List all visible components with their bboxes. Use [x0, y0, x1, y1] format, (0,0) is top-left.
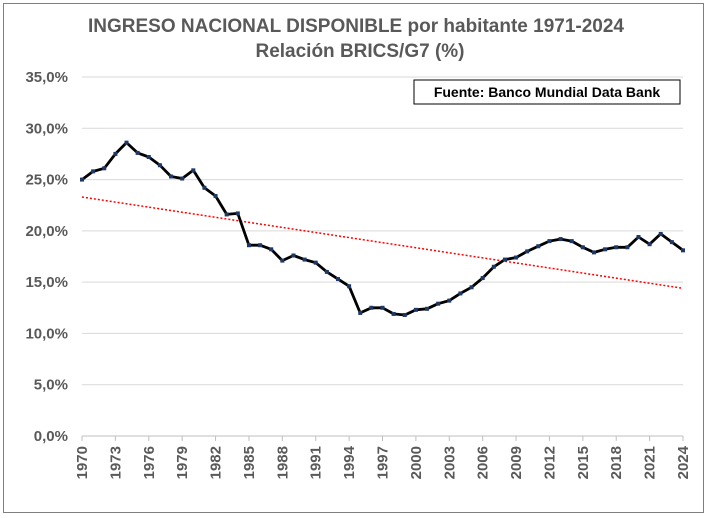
data-point [458, 291, 463, 296]
x-tick-label: 1997 [375, 446, 392, 479]
x-tick-label: 1982 [208, 446, 225, 479]
data-point [347, 284, 352, 289]
data-point [146, 155, 151, 160]
data-point [547, 239, 552, 244]
data-point [324, 269, 329, 274]
x-tick-label: 1994 [341, 445, 358, 479]
x-tick-label: 2012 [541, 446, 558, 479]
data-point [213, 193, 218, 198]
x-tick-label: 2000 [408, 446, 425, 479]
chart-svg: INGRESO NACIONAL DISPONIBLE por habitant… [25, 16, 692, 479]
y-tick-label: 20,0% [25, 223, 68, 240]
data-point [258, 243, 263, 248]
x-tick-label: 2021 [642, 446, 659, 479]
data-point [124, 140, 129, 145]
data-point [280, 258, 285, 263]
data-point [536, 244, 541, 249]
x-tick-label: 1973 [107, 446, 124, 479]
y-tick-label: 0,0% [34, 428, 68, 445]
data-point [269, 247, 274, 252]
source-note-border [413, 79, 681, 105]
x-tick-label: 1976 [141, 446, 158, 479]
series-line [81, 141, 684, 317]
data-point [502, 257, 507, 262]
data-point [113, 151, 118, 156]
data-point [647, 242, 652, 247]
x-tick-label: 2003 [441, 446, 458, 479]
data-point [246, 243, 251, 248]
x-tick-label: 1988 [274, 446, 291, 479]
data-point [380, 305, 385, 310]
gridlines [82, 76, 683, 437]
data-point [669, 240, 674, 245]
data-point [681, 248, 685, 253]
data-point [569, 239, 574, 244]
data-point [625, 245, 630, 250]
trendline [81, 196, 684, 290]
data-point [313, 260, 318, 265]
data-point [591, 250, 596, 255]
y-tick-label: 25,0% [25, 172, 68, 189]
x-tick-label: 1970 [74, 446, 91, 479]
data-point [436, 301, 441, 306]
data-point [169, 174, 174, 179]
data-point [614, 245, 619, 250]
data-point [480, 276, 485, 281]
data-point [525, 249, 530, 254]
x-tick-label: 1985 [241, 446, 258, 479]
data-point [369, 305, 374, 310]
chart-subtitle: Relación BRICS/G7 (%) [255, 41, 464, 62]
chart-title: INGRESO NACIONAL DISPONIBLE por habitant… [88, 16, 624, 37]
x-tick-label: 2018 [608, 446, 625, 479]
data-point [514, 255, 519, 260]
data-point [180, 176, 185, 181]
data-point [291, 253, 296, 258]
data-point [358, 310, 363, 315]
data-point [391, 311, 396, 316]
y-tick-label: 15,0% [25, 274, 68, 291]
data-point [202, 185, 207, 190]
x-tick-label: 2015 [575, 446, 592, 479]
data-point [224, 212, 229, 217]
x-tick-label: 1979 [174, 446, 191, 479]
data-point [603, 247, 608, 252]
source-note-box: Fuente: Banco Mundial Data Bank [413, 79, 681, 105]
data-point [425, 306, 430, 311]
y-tick-label: 35,0% [25, 69, 68, 86]
y-tick-label: 10,0% [25, 325, 68, 342]
data-point [135, 150, 140, 155]
series-layer [80, 140, 685, 317]
y-tick-label: 30,0% [25, 120, 68, 137]
data-point [491, 264, 496, 269]
data-point [191, 168, 196, 173]
source-note: Fuente: Banco Mundial Data Bank [434, 84, 661, 100]
data-point [469, 285, 474, 290]
data-point [636, 235, 641, 240]
data-point [91, 169, 96, 174]
x-tick-label: 1991 [308, 446, 325, 479]
data-point [402, 312, 407, 317]
data-point [658, 231, 663, 236]
chart-frame: INGRESO NACIONAL DISPONIBLE por habitant… [3, 3, 704, 513]
x-tick-label: 2006 [475, 446, 492, 479]
data-point [235, 211, 240, 216]
x-tick-label: 2009 [508, 446, 525, 479]
x-axis: 1970 1973 1976 1979 1982 1985 1988 1991 1994 1997… [74, 435, 692, 479]
data-point [80, 177, 84, 182]
data-point [102, 166, 107, 171]
data-point [413, 307, 418, 312]
y-tick-label: 5,0% [34, 377, 68, 394]
data-point [580, 245, 585, 250]
x-tick-label: 2024 [675, 445, 692, 479]
data-point [157, 163, 162, 168]
y-axis: 0,0% 5,0% 10,0% 15,0% 20,0% 25,0% 30,0% 35,0% [25, 69, 68, 445]
data-point [447, 298, 452, 303]
data-point [558, 237, 563, 242]
data-point [302, 257, 307, 262]
data-point [335, 277, 340, 282]
